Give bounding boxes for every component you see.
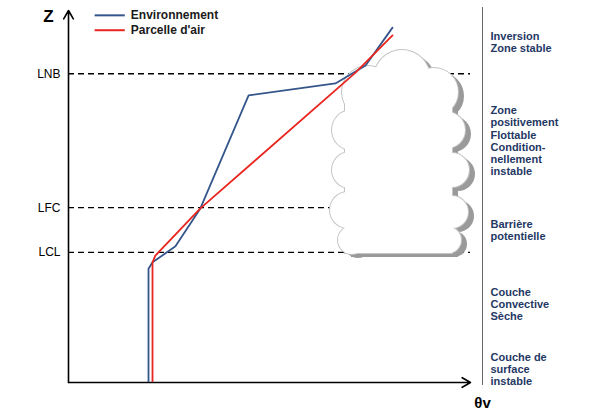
svg-text:LNB: LNB [37, 67, 60, 81]
svg-text:LFC: LFC [38, 201, 61, 215]
svg-text:θv: θv [474, 394, 491, 411]
svg-text:Z: Z [43, 7, 53, 26]
svg-text:InversionZone stable: InversionZone stable [491, 30, 552, 54]
svg-text:ZonepositivementFlottableCondi: ZonepositivementFlottableCondition-nelle… [491, 104, 559, 176]
svg-text:Couche desurfaceinstable: Couche desurfaceinstable [491, 351, 547, 387]
svg-text:LCL: LCL [38, 245, 60, 259]
svg-text:CoucheConvectiveSèche: CoucheConvectiveSèche [491, 286, 550, 322]
svg-text:Barrièrepotentielle: Barrièrepotentielle [491, 218, 546, 242]
svg-text:Environnement: Environnement [131, 8, 218, 22]
svg-text:Parcelle d'air: Parcelle d'air [131, 23, 206, 37]
